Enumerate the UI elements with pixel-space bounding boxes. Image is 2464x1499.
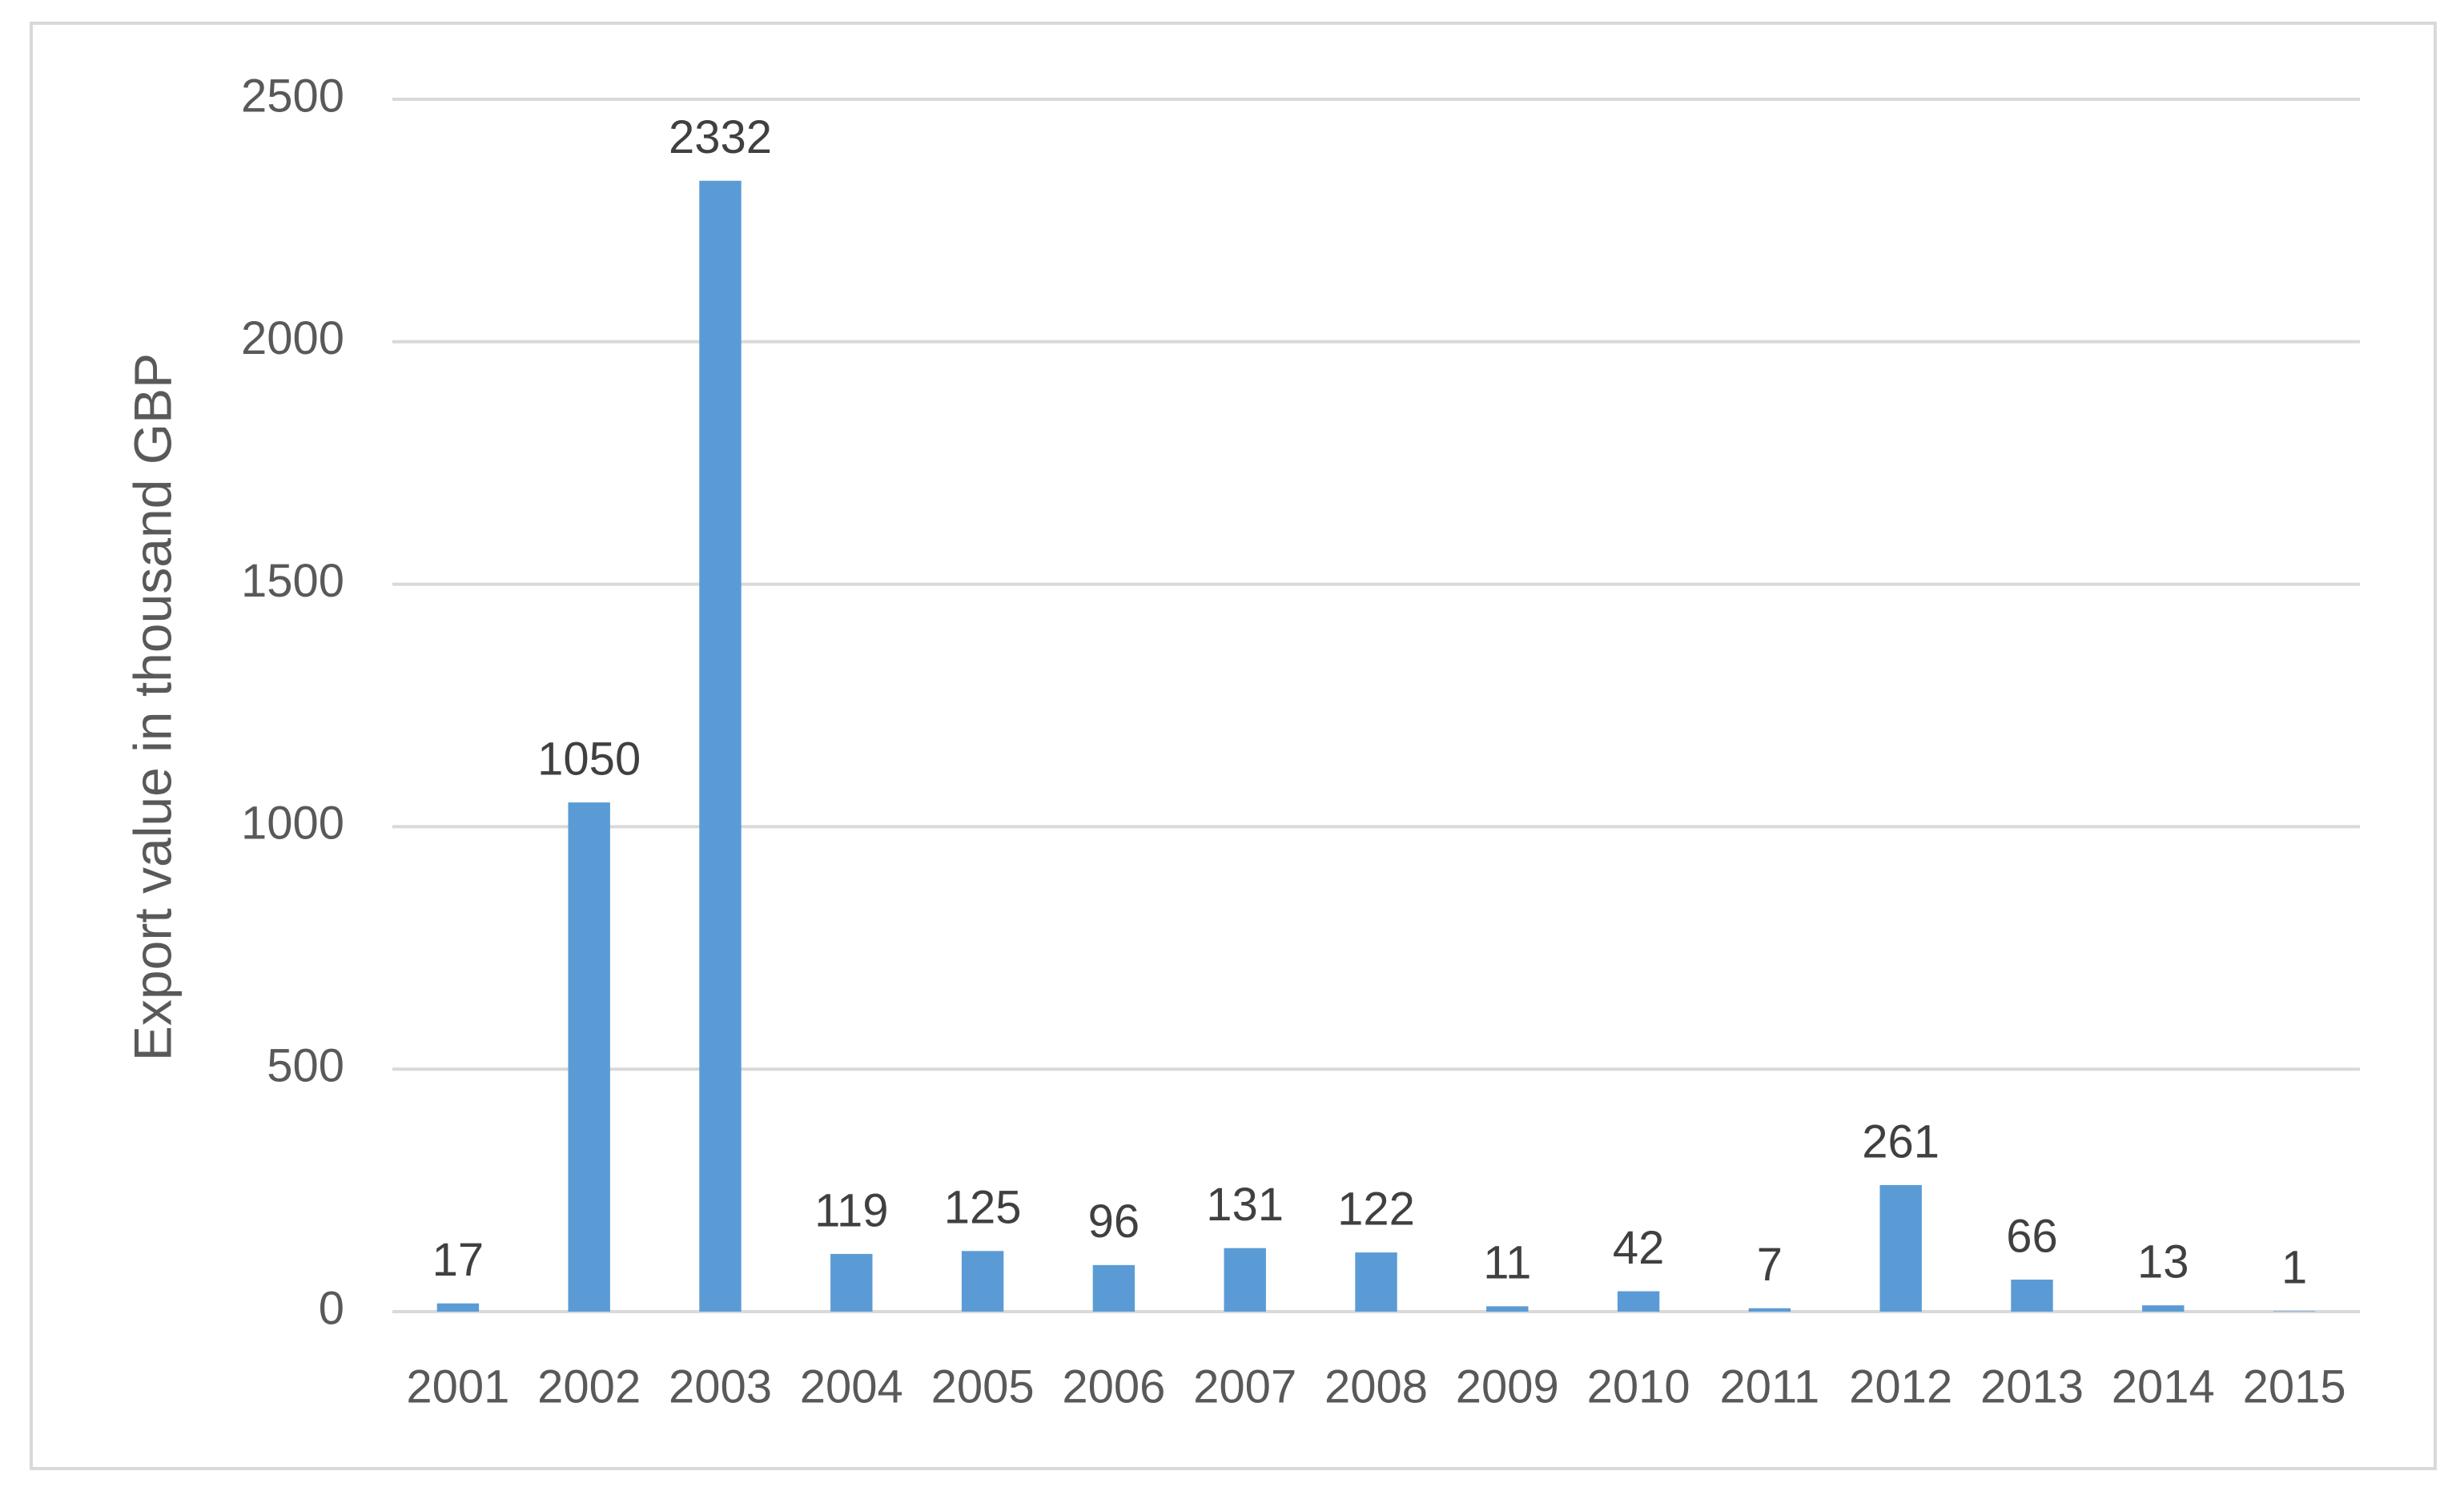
data-label: 131 xyxy=(1206,1179,1284,1231)
x-tick-label: 2006 xyxy=(1062,1360,1165,1413)
data-label: 7 xyxy=(1757,1239,1783,1291)
data-label: 1 xyxy=(2281,1242,2307,1294)
x-tick-label: 2011 xyxy=(1720,1360,1820,1413)
y-axis-label: Export value in thousand GBP xyxy=(123,353,182,1061)
data-label: 2332 xyxy=(669,111,772,163)
bar xyxy=(1879,1184,1922,1312)
data-label: 122 xyxy=(1337,1183,1415,1235)
x-tick-label: 2013 xyxy=(1980,1360,2084,1413)
x-tick-label: 2008 xyxy=(1324,1360,1428,1413)
y-tick-label: 500 xyxy=(267,1040,344,1092)
data-label: 1050 xyxy=(537,733,641,785)
x-tick-label: 2009 xyxy=(1456,1360,1559,1413)
bar xyxy=(699,180,742,1312)
x-tick-label: 2003 xyxy=(669,1360,772,1413)
data-label: 13 xyxy=(2137,1236,2189,1288)
bar xyxy=(1486,1306,1529,1312)
x-tick-label: 2005 xyxy=(931,1360,1035,1413)
x-tick-label: 2012 xyxy=(1849,1360,1952,1413)
x-tick-label: 2014 xyxy=(2112,1360,2215,1413)
y-tick-label: 1000 xyxy=(241,798,344,850)
bar xyxy=(2273,1311,2316,1312)
x-tick-label: 2001 xyxy=(406,1360,509,1413)
bar xyxy=(1748,1308,1791,1312)
x-tick-label: 2010 xyxy=(1587,1360,1690,1413)
x-tick-label: 2007 xyxy=(1193,1360,1296,1413)
bar xyxy=(436,1303,480,1312)
data-label: 42 xyxy=(1613,1222,1665,1274)
bar xyxy=(2142,1305,2185,1312)
bar xyxy=(1355,1252,1397,1312)
data-label: 17 xyxy=(432,1234,484,1286)
bar xyxy=(830,1253,873,1312)
bar xyxy=(1617,1291,1660,1312)
x-tick-label: 2015 xyxy=(2243,1360,2346,1413)
x-tick-label: 2004 xyxy=(800,1360,903,1413)
data-label: 119 xyxy=(814,1184,888,1236)
data-label: 96 xyxy=(1088,1196,1140,1248)
data-label: 11 xyxy=(1483,1237,1531,1289)
bar xyxy=(2011,1280,2053,1312)
data-label: 261 xyxy=(1862,1115,1939,1167)
y-tick-label: 0 xyxy=(319,1282,344,1334)
data-label: 125 xyxy=(944,1182,1022,1234)
bar xyxy=(1224,1248,1266,1312)
y-tick-label: 2500 xyxy=(241,70,344,122)
bar xyxy=(1092,1264,1136,1312)
bar xyxy=(961,1251,1004,1312)
chart-border xyxy=(30,22,2437,1470)
y-tick-label: 1500 xyxy=(241,555,344,607)
bar xyxy=(568,802,610,1312)
x-tick-label: 2002 xyxy=(537,1360,641,1413)
data-label: 66 xyxy=(2006,1210,2058,1262)
y-tick-label: 2000 xyxy=(241,312,344,364)
